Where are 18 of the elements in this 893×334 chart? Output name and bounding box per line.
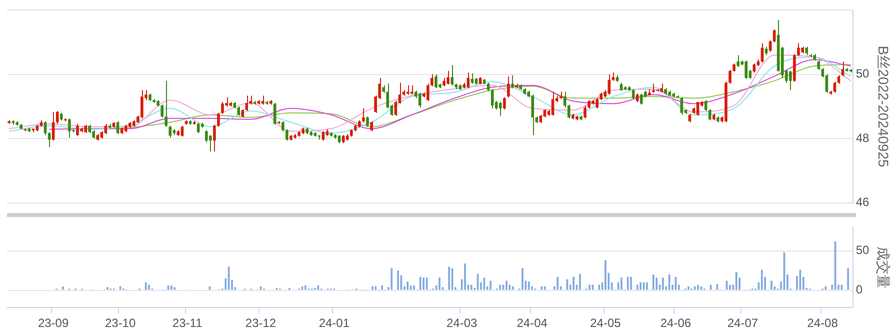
x-tick-label: 24-06 [660, 316, 692, 330]
x-tick-label: 24-08 [807, 316, 838, 330]
y-tick-label: 0 [856, 282, 863, 297]
y-axis-title: 成交量 [876, 246, 892, 288]
x-tick-label: 23-09 [38, 316, 69, 330]
y-axis-title: B丝2022-20240925 [876, 46, 892, 168]
y-tick-label: 50 [856, 66, 870, 81]
y-tick-label: 48 [856, 130, 870, 145]
x-tick-label: 24-01 [318, 316, 350, 330]
x-tick-label: 23-12 [245, 316, 276, 330]
x-tick-label: 24-03 [446, 316, 478, 330]
x-tick-label: 23-11 [172, 316, 203, 330]
y-tick-label: 46 [856, 195, 870, 210]
x-tick-label: 24-04 [516, 316, 548, 330]
x-tick-label: 23-10 [104, 316, 136, 330]
y-tick-label: 50 [856, 243, 870, 258]
x-tick-label: 24-07 [727, 316, 758, 330]
x-tick-label: 24-05 [590, 316, 622, 330]
